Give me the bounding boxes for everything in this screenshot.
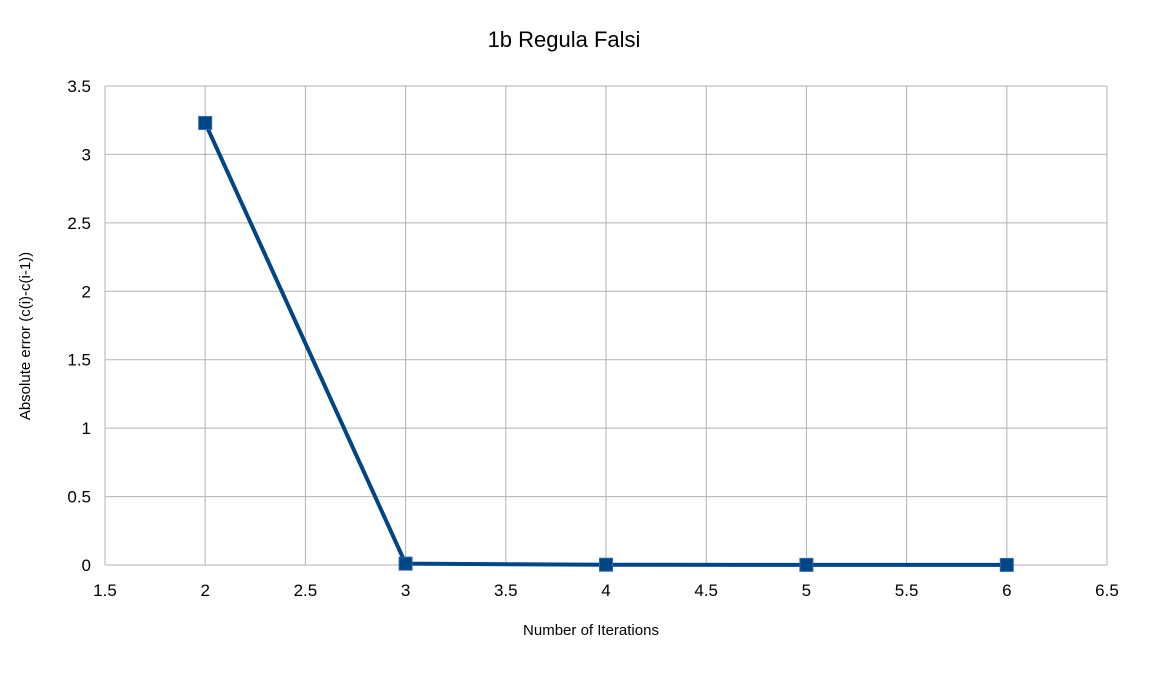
x-tick-label: 2.5 — [294, 581, 318, 600]
x-tick-label: 3.5 — [494, 581, 518, 600]
y-tick-label: 3.5 — [67, 77, 91, 96]
data-point-marker — [198, 115, 213, 130]
data-point-marker — [799, 557, 814, 572]
x-tick-label: 5 — [802, 581, 811, 600]
x-tick-label: 5.5 — [895, 581, 919, 600]
x-tick-label: 4 — [601, 581, 610, 600]
x-tick-label: 6 — [1002, 581, 1011, 600]
data-point-marker — [599, 557, 613, 572]
chart-title: 1b Regula Falsi — [488, 27, 641, 52]
data-point-marker — [999, 557, 1014, 572]
x-axis-label: Number of Iterations — [523, 622, 659, 639]
y-tick-label: 1.5 — [67, 351, 91, 370]
y-tick-label: 0 — [82, 556, 91, 575]
grid — [104, 85, 1108, 566]
x-tick-label: 4.5 — [694, 581, 718, 600]
y-axis-label: Absolute error (c(i)-c(i-1)) — [17, 252, 34, 420]
y-tick-label: 3 — [82, 145, 91, 164]
y-tick-label: 0.5 — [67, 488, 91, 507]
y-tick-label: 2 — [82, 282, 91, 301]
y-tick-label: 1 — [82, 419, 91, 438]
x-tick-label: 3 — [401, 581, 410, 600]
x-tick-label: 6.5 — [1095, 581, 1119, 600]
x-tick-label: 1.5 — [93, 581, 117, 600]
x-tick-label: 2 — [200, 581, 209, 600]
axes: 1.5 2 2.5 3 3.5 4 4.5 5 5.5 6 6.5 0 0.5 1 1.5 2 2.5 3 3.5 — [67, 77, 1118, 600]
y-tick-label: 2.5 — [67, 214, 91, 233]
data-point-marker — [398, 556, 413, 571]
series — [198, 115, 1014, 572]
